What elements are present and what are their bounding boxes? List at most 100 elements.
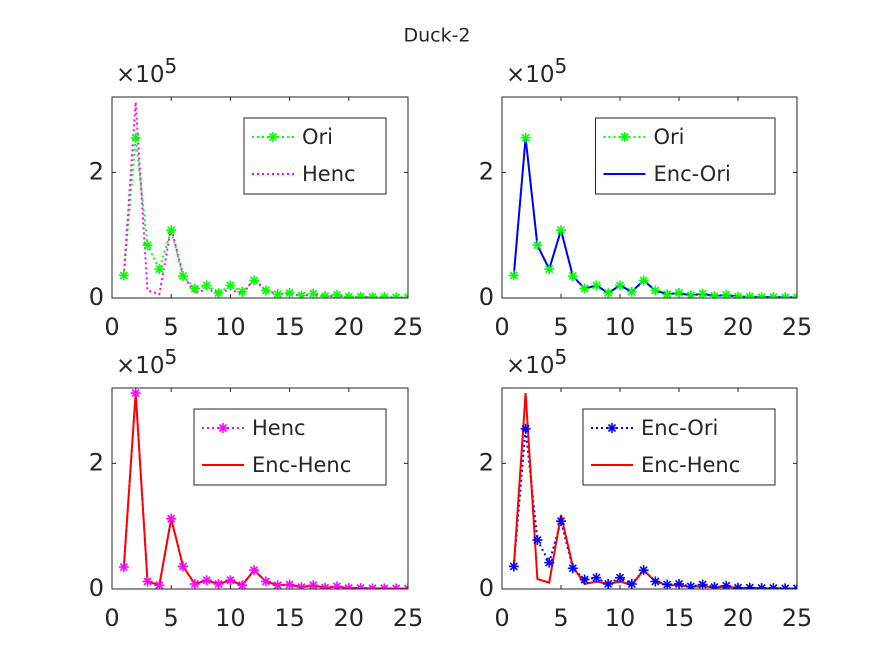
y-tick-label: 2 xyxy=(479,157,494,185)
point-marker xyxy=(142,240,153,251)
marker-stroke xyxy=(533,241,542,250)
x-tick-label: 0 xyxy=(104,604,119,632)
marker-stroke xyxy=(143,577,152,586)
point-marker xyxy=(674,578,684,589)
point-marker xyxy=(308,580,319,589)
marker-stroke xyxy=(178,562,188,571)
x-tick-label: 25 xyxy=(393,313,424,341)
marker-stroke xyxy=(322,292,330,298)
legend-label: Enc-Ori xyxy=(654,162,731,186)
y-tick-label: 0 xyxy=(479,283,494,311)
x-tick-label: 15 xyxy=(664,313,695,341)
marker-stroke xyxy=(143,241,152,250)
marker-stroke xyxy=(346,292,353,298)
point-marker xyxy=(320,582,331,589)
marker-stroke xyxy=(190,579,199,589)
axes-box xyxy=(501,96,798,299)
marker-stroke xyxy=(747,583,754,589)
point-marker xyxy=(638,565,649,576)
marker-stroke xyxy=(131,388,140,398)
point-marker xyxy=(201,575,212,586)
point-marker xyxy=(166,225,177,236)
marker-stroke xyxy=(226,576,235,585)
y-exponent: ×105 xyxy=(506,345,567,379)
marker-stroke xyxy=(521,133,530,142)
x-tick-label: 25 xyxy=(782,313,813,341)
marker-stroke xyxy=(346,583,353,589)
point-marker xyxy=(721,580,732,589)
point-marker xyxy=(709,582,720,589)
marker-stroke xyxy=(735,583,743,589)
point-marker xyxy=(733,291,743,298)
point-marker xyxy=(603,578,614,589)
marker-stroke xyxy=(167,226,176,235)
point-marker xyxy=(615,572,625,583)
point-marker xyxy=(201,280,212,291)
marker-stroke xyxy=(792,293,797,298)
point-marker xyxy=(780,292,791,298)
point-marker xyxy=(213,578,224,589)
point-marker xyxy=(579,574,590,585)
legend-label: Enc-Henc xyxy=(252,453,351,477)
marker-stroke xyxy=(155,265,164,274)
x-tick-label: 10 xyxy=(215,313,246,341)
marker-stroke xyxy=(358,292,365,298)
marker-stroke xyxy=(711,583,719,589)
x-tick-label: 10 xyxy=(605,604,636,632)
y-tick-label: 2 xyxy=(89,157,104,185)
legend-box xyxy=(243,117,387,195)
marker-stroke xyxy=(218,423,228,433)
marker-stroke xyxy=(226,281,235,290)
legend-label: Henc xyxy=(252,416,306,440)
x-tick-label: 25 xyxy=(782,604,813,632)
point-marker xyxy=(225,575,236,586)
point-marker xyxy=(768,583,779,589)
marker-stroke xyxy=(261,577,270,586)
point-marker xyxy=(567,563,578,574)
point-marker xyxy=(391,292,402,298)
marker-stroke xyxy=(604,579,613,589)
marker-stroke xyxy=(759,292,766,298)
point-marker xyxy=(768,292,779,298)
x-tick-label: 10 xyxy=(605,313,636,341)
y-tick-label: 0 xyxy=(89,283,104,311)
y-tick-label: 2 xyxy=(479,448,494,476)
point-marker xyxy=(178,271,189,282)
legend-label: Ori xyxy=(302,125,333,149)
x-tick-label: 20 xyxy=(723,313,754,341)
point-marker xyxy=(532,240,543,251)
point-marker xyxy=(520,423,531,434)
x-tick-label: 0 xyxy=(494,604,509,632)
marker-stroke xyxy=(309,581,318,589)
marker-stroke xyxy=(131,133,140,142)
x-tick-label: 15 xyxy=(664,604,695,632)
marker-stroke xyxy=(268,132,278,142)
x-tick-label: 5 xyxy=(164,313,179,341)
marker-stroke xyxy=(759,583,766,589)
x-tick-label: 5 xyxy=(553,313,568,341)
x-tick-label: 20 xyxy=(723,604,754,632)
point-marker xyxy=(579,283,590,294)
point-marker xyxy=(674,287,684,298)
point-marker xyxy=(697,579,708,589)
point-marker xyxy=(792,292,797,298)
marker-stroke xyxy=(735,292,743,298)
point-marker xyxy=(403,292,408,298)
marker-stroke xyxy=(711,292,719,298)
marker-stroke xyxy=(394,584,401,589)
point-marker xyxy=(792,583,797,589)
marker-stroke xyxy=(639,276,648,285)
point-marker xyxy=(591,280,602,291)
point-marker xyxy=(367,583,378,589)
exponent-base: ×10 xyxy=(116,353,165,379)
marker-stroke xyxy=(592,573,601,582)
marker-stroke xyxy=(747,292,754,298)
marker-stroke xyxy=(580,575,589,584)
marker-stroke xyxy=(285,288,294,298)
point-marker xyxy=(391,583,402,589)
marker-stroke xyxy=(771,292,778,298)
point-marker xyxy=(662,579,673,589)
legend-label: Ori xyxy=(654,125,685,149)
marker-stroke xyxy=(545,558,554,567)
